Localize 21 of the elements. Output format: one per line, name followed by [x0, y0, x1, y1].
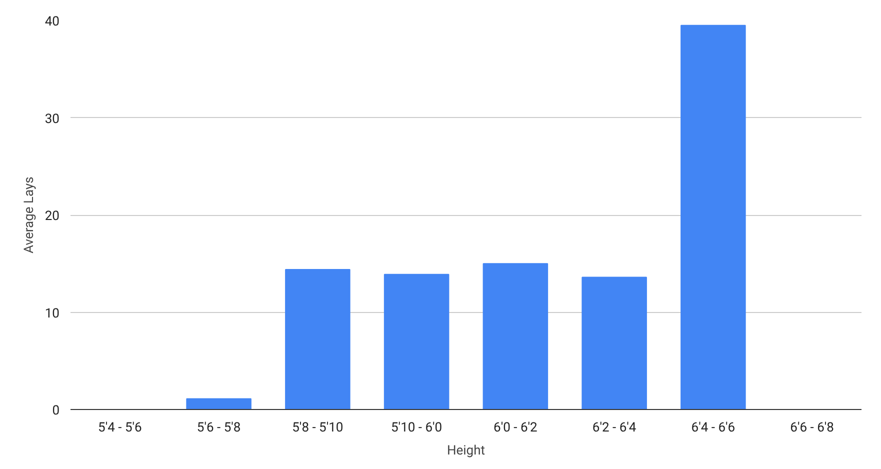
x-tick-label: 6'4 - 6'6 [691, 420, 736, 436]
bar [384, 274, 450, 410]
y-axis-title: Average Lays [22, 176, 37, 254]
y-tick-label: 10 [44, 306, 60, 322]
x-tick-label: 5'10 - 6'0 [391, 420, 442, 436]
bar [582, 276, 647, 410]
bar [285, 268, 350, 410]
x-tick-label: 5'6 - 5'8 [196, 420, 241, 436]
bar [482, 263, 548, 410]
y-tick-label: 40 [44, 14, 60, 30]
y-tick-label: 30 [44, 112, 60, 127]
bar [680, 24, 746, 410]
y-tick-label: 0 [52, 404, 60, 418]
x-tick-label: 6'6 - 6'8 [790, 420, 834, 436]
x-tick-label: 6'0 - 6'2 [494, 420, 538, 436]
x-tick-label: 5'4 - 5'6 [98, 420, 142, 436]
x-tick-label: 5'8 - 5'10 [292, 420, 344, 436]
bar [186, 398, 252, 410]
y-tick-label: 20 [44, 209, 60, 224]
x-axis-title: Height [446, 444, 486, 458]
x-tick-label: 6'2 - 6'4 [592, 420, 637, 436]
